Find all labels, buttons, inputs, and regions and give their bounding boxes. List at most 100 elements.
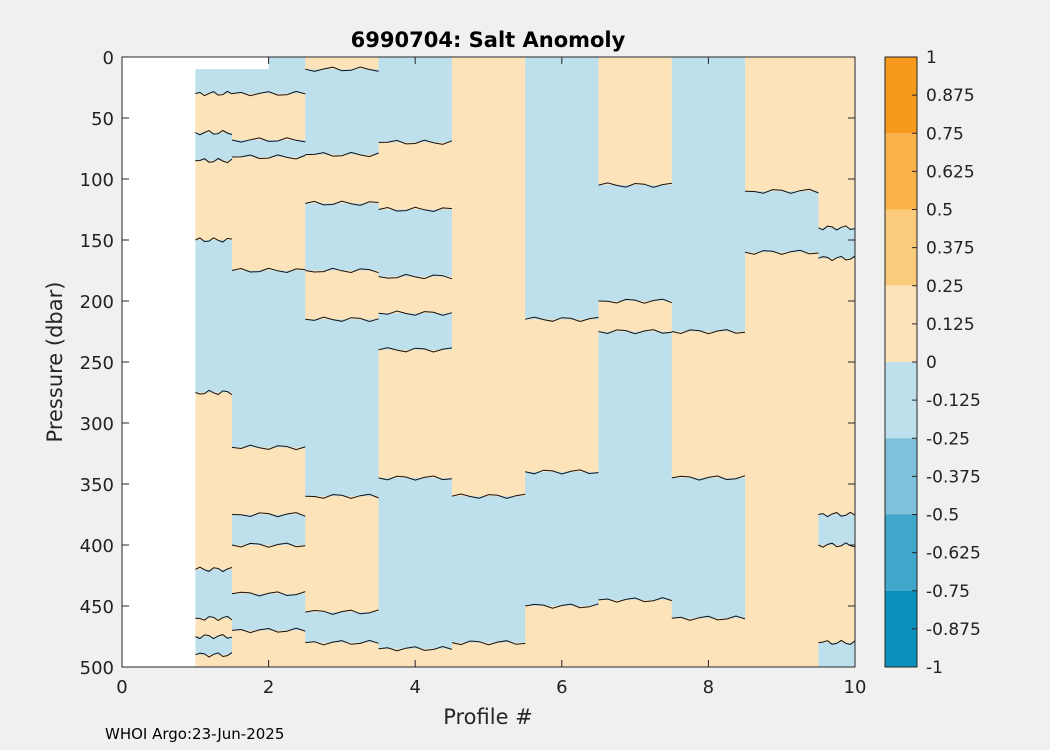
contour-line (525, 316, 599, 323)
colorbar-tick-label: -0.625 (926, 544, 981, 564)
contour-line (231, 137, 306, 143)
x-tick-label: 8 (703, 677, 714, 698)
x-tick-label: 2 (263, 677, 274, 698)
contour-line (598, 298, 672, 304)
anomaly-cell (195, 93, 233, 134)
anomaly-cell (525, 606, 599, 637)
anomaly-cell (451, 496, 526, 607)
colorbar-tick-label: 0 (926, 353, 937, 373)
y-tick-label: 400 (80, 536, 114, 557)
anomaly-cell (195, 569, 233, 619)
contour-line (378, 347, 452, 353)
anomaly-cell (598, 624, 673, 668)
anomaly-cell (195, 459, 233, 570)
y-tick-label: 0 (103, 48, 114, 69)
anomaly-cell (195, 618, 233, 637)
anomaly-cell (745, 307, 819, 668)
anomaly-cell (305, 69, 380, 156)
contour-line (598, 182, 672, 188)
contour-line (195, 615, 233, 621)
contour-line (378, 475, 452, 481)
contour-line (818, 511, 856, 518)
anomaly-cell (305, 380, 380, 497)
anomaly-cell (451, 642, 526, 668)
contour-line (818, 639, 856, 645)
colorbar-level (885, 133, 917, 210)
colorbar-tick-label: 0.25 (926, 277, 964, 297)
anomaly-cell (525, 160, 599, 217)
contour-line (818, 225, 856, 231)
anomaly-cell (195, 636, 233, 656)
contour-line (231, 512, 306, 518)
contour-line (378, 139, 453, 145)
anomaly-cell (195, 392, 233, 461)
anomaly-cell (378, 477, 453, 625)
colorbar-tick-label: -0.875 (926, 620, 981, 640)
anomaly-cell (598, 185, 673, 302)
no-data-region (122, 57, 269, 70)
contour-line (305, 151, 379, 158)
contour-line (378, 310, 453, 316)
anomaly-cell (598, 301, 673, 332)
contour-line (195, 90, 233, 97)
anomaly-cell (378, 57, 453, 143)
anomaly-cell (305, 203, 380, 271)
anomaly-cell (378, 447, 453, 479)
y-tick-label: 350 (80, 475, 114, 496)
x-tick-label: 0 (116, 677, 127, 698)
anomaly-cell (525, 343, 599, 473)
contour-line (451, 640, 526, 646)
anomaly-cell (671, 57, 746, 186)
anomaly-cell (231, 139, 306, 158)
contour-line (671, 475, 746, 481)
contour-line (231, 542, 306, 548)
contour-line (231, 90, 306, 97)
colorbar-level (885, 362, 917, 439)
anomaly-cell (378, 313, 453, 351)
colorbar-level (885, 57, 917, 134)
contour-line (378, 645, 453, 652)
colorbar-level (885, 209, 917, 286)
contour-line (378, 206, 452, 213)
contour-line (525, 603, 599, 609)
anomaly-cell (195, 132, 233, 162)
anomaly-cell (671, 618, 746, 668)
y-tick-label: 200 (80, 292, 114, 313)
anomaly-cell (305, 319, 380, 381)
anomaly-cell (305, 545, 380, 613)
chart-title: 6990704: Salt Anomoly (351, 28, 626, 52)
anomaly-cell (451, 288, 526, 497)
contour-line (195, 157, 233, 164)
anomaly-cell (305, 154, 380, 204)
contour-line (305, 609, 379, 615)
colorbar-tick-label: 0.625 (926, 162, 975, 182)
anomaly-cell (231, 93, 306, 141)
anomaly-cell (231, 380, 306, 448)
contour-line (231, 267, 306, 274)
colorbar-tick-label: 0.5 (926, 201, 953, 221)
contour-line (598, 329, 672, 335)
anomaly-cell (195, 160, 233, 241)
heatmap-plot-area (122, 57, 856, 668)
anomaly-cell (451, 57, 526, 162)
colorbar-tick-label: 0.75 (926, 124, 964, 144)
y-tick-label: 100 (80, 170, 114, 191)
colorbar-tick-label: 1 (926, 48, 937, 68)
colorbar-tick-label: -1 (926, 658, 943, 678)
contour-line (195, 634, 232, 640)
y-tick-label: 50 (91, 109, 114, 130)
contour-line (231, 154, 306, 160)
anomaly-cell (818, 642, 856, 668)
contour-line (305, 66, 379, 72)
y-tick-label: 150 (80, 231, 114, 252)
contour-line (195, 652, 233, 658)
anomaly-cell (451, 160, 526, 210)
anomaly-cell (305, 496, 380, 546)
anomaly-cell (305, 270, 380, 320)
y-tick-label: 300 (80, 414, 114, 435)
contour-line (818, 255, 856, 262)
anomaly-cell (525, 215, 599, 320)
anomaly-cell (671, 477, 746, 619)
y-tick-label: 500 (80, 658, 114, 679)
